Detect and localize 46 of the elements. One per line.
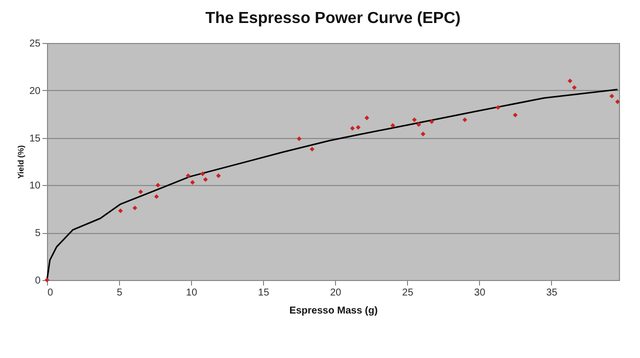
point [310, 146, 314, 152]
point [512, 112, 518, 118]
point [203, 177, 208, 182]
point [118, 208, 123, 214]
point [186, 173, 191, 178]
point [138, 189, 143, 194]
x-axis-title: Espresso Mass (g) [289, 306, 378, 316]
point [190, 180, 195, 185]
point [296, 136, 302, 142]
y-tick-label: 5 [34, 228, 41, 240]
y-tick-label: 20 [29, 86, 41, 97]
x-tick-label: 25 [402, 288, 414, 298]
point [200, 171, 205, 176]
point [356, 125, 361, 130]
point [429, 119, 434, 124]
x-tick-label: 0 [48, 288, 54, 298]
y-tick-label: 0 [34, 276, 41, 286]
x-tick-label: 15 [258, 288, 270, 298]
y-tick-label: 25 [29, 38, 41, 50]
point [496, 105, 500, 110]
point [154, 194, 159, 199]
point [390, 123, 396, 128]
y-tick-label: 10 [29, 180, 41, 192]
point [462, 117, 468, 122]
point [615, 99, 620, 104]
point [416, 122, 422, 127]
x-tick-label: 5 [116, 288, 123, 298]
point [44, 278, 50, 282]
point [364, 116, 370, 120]
point [412, 117, 417, 122]
point [156, 182, 160, 188]
point [568, 78, 572, 84]
y-axis-title: Yield (%) [16, 144, 26, 179]
x-tick-label: 30 [474, 288, 486, 298]
x-tick-label: 10 [186, 288, 198, 298]
point [609, 94, 614, 98]
point [420, 132, 426, 136]
x-tick-label: 35 [546, 288, 558, 298]
point [132, 206, 138, 210]
chart-title: The Espresso Power Curve (EPC) [205, 10, 461, 27]
point [350, 126, 355, 131]
point [216, 173, 221, 178]
line-series [46, 88, 618, 281]
x-tick-label: 20 [330, 288, 342, 298]
point [572, 85, 577, 90]
y-tick-label: 15 [29, 133, 41, 144]
